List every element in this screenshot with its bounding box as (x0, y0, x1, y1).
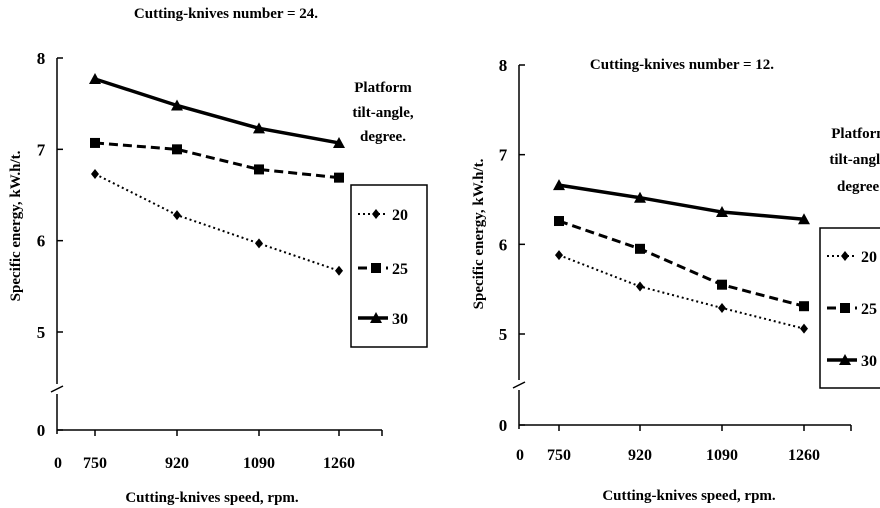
data-point-25-1260 (799, 301, 809, 311)
series-line-30 (559, 185, 804, 219)
data-point-20-1090 (255, 238, 263, 248)
legend-title-line: degree. (360, 129, 406, 145)
y-tick-label: 7 (37, 140, 46, 159)
chart-panel-1: 0 5 6 7 8 750 920 1090 1260 0 Cutting-knives numbe… (8, 6, 427, 506)
chart-title: Cutting-knives number = 12. (590, 57, 774, 73)
x-tick-label: 1260 (323, 455, 355, 472)
axis-break-mark (51, 386, 63, 392)
legend-title-line: Platform (831, 126, 880, 142)
legend-marker-25 (371, 263, 381, 273)
y-tick-label: 0 (37, 421, 46, 440)
series-30 (553, 179, 810, 224)
legend-title-line: tilt-angle, (352, 105, 413, 121)
x-axis-label: Cutting-knives speed, rpm. (125, 490, 299, 506)
legend-label-25: 25 (392, 261, 408, 278)
series-25 (554, 216, 809, 311)
legend-title-line: degree. (837, 179, 880, 195)
y-tick-label: 7 (499, 146, 508, 165)
data-point-25-750 (90, 138, 100, 148)
x-axis-label: Cutting-knives speed, rpm. (602, 488, 776, 504)
legend: 20 25 30 (351, 185, 427, 347)
y-tick-label: 5 (37, 323, 46, 342)
axis-break-mark (513, 382, 525, 388)
series-line-20 (95, 174, 339, 271)
chart-panel-2: 0 5 6 7 8 750 920 1090 1260 0 Cutting-knives numbe… (471, 56, 880, 504)
data-point-20-750 (555, 250, 563, 260)
series-25 (90, 138, 344, 183)
data-point-30-750 (89, 73, 101, 84)
data-point-20-920 (636, 281, 644, 291)
data-point-25-920 (635, 244, 645, 254)
legend-title-line: Platform (354, 80, 412, 96)
x-tick-label: 1090 (243, 455, 275, 472)
series-line-25 (559, 221, 804, 306)
legend-label-20: 20 (861, 249, 877, 266)
data-point-25-1090 (254, 164, 264, 174)
series-20 (91, 169, 343, 276)
x-tick-label: 920 (628, 447, 652, 464)
chart-title: Cutting-knives number = 24. (134, 6, 318, 22)
x-tick-label: 920 (165, 455, 189, 472)
data-point-25-1090 (717, 280, 727, 290)
x-tick-label: 750 (83, 455, 107, 472)
y-tick-label: 8 (37, 49, 46, 68)
series-line-30 (95, 79, 339, 143)
data-point-25-920 (172, 144, 182, 154)
data-point-20-920 (173, 210, 181, 220)
legend-title-line: tilt-angle, (829, 152, 880, 168)
legend: 20 25 30 (820, 228, 880, 388)
legend-label-30: 30 (861, 353, 877, 370)
legend-box (351, 185, 427, 347)
y-tick-label: 6 (499, 235, 508, 254)
x-tick-label: 1090 (706, 447, 738, 464)
x-tick-label: 750 (547, 447, 571, 464)
data-point-20-1090 (718, 303, 726, 313)
data-point-25-1260 (334, 173, 344, 183)
x-tick-label: 1260 (788, 447, 820, 464)
y-tick-label: 6 (37, 232, 46, 251)
y-tick-label: 5 (499, 325, 508, 344)
legend-marker-25 (840, 303, 850, 313)
legend-label-25: 25 (861, 301, 877, 318)
y-axis-label: Specific energy, kW.h/t. (471, 158, 487, 309)
y-tick-label: 8 (499, 56, 508, 75)
y-tick-label: 0 (499, 416, 508, 435)
series-30 (89, 73, 345, 148)
data-point-20-1260 (335, 266, 343, 276)
legend-label-30: 30 (392, 311, 408, 328)
y-axis-label: Specific energy, kW.h/t. (8, 150, 24, 301)
x-origin-label: 0 (54, 455, 62, 472)
legend-label-20: 20 (392, 207, 408, 224)
data-point-20-1260 (800, 324, 808, 334)
series-20 (555, 250, 808, 334)
series-line-25 (95, 143, 339, 178)
x-origin-label: 0 (516, 447, 524, 464)
data-point-25-750 (554, 216, 564, 226)
data-point-20-750 (91, 169, 99, 179)
